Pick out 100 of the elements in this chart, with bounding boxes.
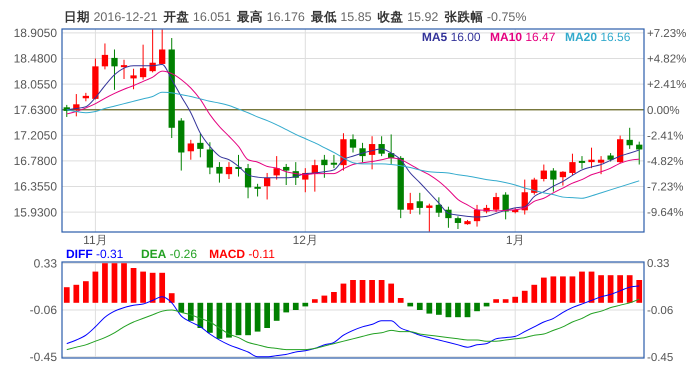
bar [121, 263, 127, 303]
y-tick-label: 16.3550 [14, 180, 58, 194]
candlestick [216, 162, 223, 184]
candlestick [197, 133, 204, 158]
y2-tick-label: +2.41% [647, 79, 686, 92]
candlestick [274, 156, 280, 180]
candlestick [188, 139, 194, 160]
y2-tick-label: -2.41% [647, 130, 684, 142]
bar [474, 302, 480, 312]
candlestick [569, 153, 576, 176]
bar [560, 276, 566, 303]
bar [550, 276, 556, 303]
candlestick [522, 179, 528, 216]
y2-tick-label: -7.23% [647, 182, 684, 194]
bar [82, 281, 89, 303]
candlestick [416, 192, 423, 216]
bar [102, 263, 108, 303]
bar [493, 299, 499, 303]
candlestick [492, 192, 500, 213]
y2-tick-label: +4.82% [647, 54, 686, 66]
bar [522, 290, 528, 303]
text: DEA -0.26 [141, 247, 198, 261]
bar [588, 272, 594, 303]
bar [579, 272, 585, 303]
candlestick [149, 29, 156, 73]
bar [484, 302, 490, 306]
text: 最高 16.176 [236, 9, 305, 24]
candlestick [531, 177, 538, 196]
text: 开盘 16.051 [162, 10, 232, 24]
candlestick [330, 154, 338, 169]
bar [322, 296, 328, 303]
text: 日期 2016-12-21 [64, 10, 158, 24]
bar [416, 302, 423, 310]
y-tick-label: 16.7800 [14, 154, 58, 168]
bar [350, 280, 356, 303]
bar [216, 302, 222, 339]
bar [570, 276, 576, 303]
bar [245, 302, 251, 336]
text: MACD -0.11 [209, 247, 276, 261]
candlestick [102, 42, 108, 70]
text: 收盘 15.92 [378, 10, 438, 24]
bar [617, 275, 624, 303]
bar [283, 302, 290, 312]
bar [236, 302, 242, 336]
text: MA20 16.56 [565, 30, 631, 44]
y-tick-label: 18.4800 [14, 52, 58, 66]
x-tick-label: 12月 [292, 233, 318, 247]
bar [360, 280, 366, 303]
candlestick [588, 147, 595, 169]
bar [407, 302, 414, 306]
bar [388, 284, 394, 303]
text: 张跌幅 -0.75% [444, 10, 526, 24]
bar [112, 263, 118, 303]
candlestick [578, 156, 586, 170]
candlestick [120, 59, 128, 80]
y-tick-label: 15.9300 [14, 205, 58, 220]
bar [274, 302, 280, 321]
y-tick-label: 17.6300 [14, 102, 58, 117]
x-tick-label: 1月 [506, 233, 525, 247]
text: MA5 16.00 [422, 30, 481, 44]
candlestick [598, 156, 604, 175]
candlestick [454, 216, 462, 230]
bar [636, 280, 642, 303]
bar [226, 302, 232, 338]
bar [512, 296, 518, 303]
bar [312, 299, 318, 303]
bar [150, 272, 156, 303]
bar [378, 280, 384, 303]
y-tick-label: -0.06 [30, 303, 58, 318]
candlestick [378, 136, 385, 157]
line-series [66, 298, 640, 350]
bar [502, 299, 509, 303]
bar [369, 280, 375, 303]
candlestick [426, 203, 432, 232]
text: 最低 15.85 [310, 10, 372, 24]
y-tick-label: 17.2050 [14, 128, 58, 143]
x-tick-label: 11月 [83, 233, 108, 247]
candlestick [206, 142, 214, 175]
candlestick [350, 134, 356, 153]
bar [436, 302, 442, 315]
candlestick [407, 192, 414, 214]
candlestick [636, 141, 642, 166]
candlestick [283, 163, 290, 186]
bar [130, 268, 136, 303]
candlestick [540, 164, 547, 182]
candlestick [254, 183, 261, 197]
bar [168, 293, 175, 303]
bar [159, 272, 166, 303]
candlestick [226, 162, 232, 180]
bar [264, 302, 270, 328]
bar [455, 302, 461, 318]
candlestick [550, 168, 557, 192]
candlestick [312, 159, 318, 192]
y2-tick-label: 0.33 [647, 258, 670, 270]
y-tick-label: 0.33 [34, 256, 58, 270]
y2-tick-label: +7.23% [647, 28, 686, 40]
candlestick [244, 163, 252, 199]
text: DIFF -0.31 [66, 247, 124, 261]
candlestick [321, 154, 328, 178]
candlestick [140, 44, 146, 80]
